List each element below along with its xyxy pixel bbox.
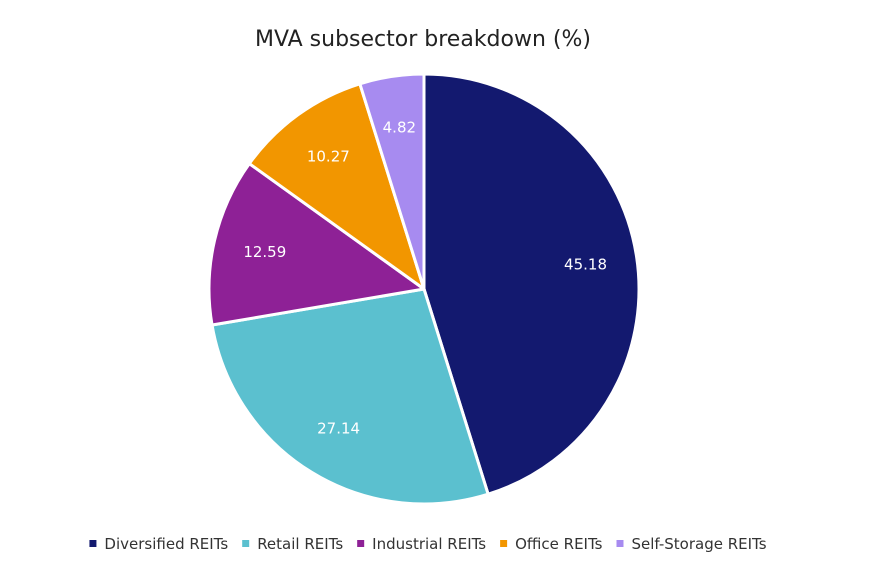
- legend-swatch-industrial-reits: [357, 540, 365, 547]
- legend-swatch-diversified-reits: [89, 540, 97, 547]
- legend-label-diversified-reits: Diversified REITs: [104, 535, 228, 553]
- data-label-self-storage-reits: 4.82: [383, 118, 416, 136]
- legend-swatch-self-storage-reits: [616, 540, 624, 547]
- legend-label-industrial-reits: Industrial REITs: [372, 535, 486, 553]
- legend-label-self-storage-reits: Self-Storage REITs: [631, 535, 766, 553]
- pie-slices: [207, 72, 641, 506]
- legend-swatch-office-reits: [500, 540, 508, 547]
- legend-item-self-storage-reits: Self-Storage REITs: [616, 535, 767, 553]
- pie-slice-diversified-reits: [422, 72, 641, 496]
- data-label-office-reits: 10.27: [307, 148, 350, 166]
- legend-item-industrial-reits: Industrial REITs: [357, 535, 486, 553]
- legend-label-retail-reits: Retail REITs: [257, 535, 343, 553]
- chart-legend: Diversified REITs Retail REITs Industrial …: [89, 535, 767, 553]
- pie-data-labels: 45.18 27.14 12.59 10.27 4.82: [243, 118, 607, 437]
- chart-title: MVA subsector breakdown (%): [255, 27, 591, 52]
- data-label-retail-reits: 27.14: [317, 419, 360, 437]
- pie-slice-self-storage-reits: [358, 72, 426, 291]
- legend-item-office-reits: Office REITs: [500, 535, 603, 553]
- pie-slice-office-reits: [247, 82, 426, 291]
- legend-item-retail-reits: Retail REITs: [242, 535, 343, 553]
- legend-label-office-reits: Office REITs: [515, 535, 603, 553]
- data-label-diversified-reits: 45.18: [564, 255, 607, 273]
- legend-swatch-retail-reits: [242, 540, 250, 547]
- pie-slice-industrial-reits: [207, 162, 426, 327]
- pie-slice-retail-reits: [210, 287, 490, 506]
- legend-item-diversified-reits: Diversified REITs: [89, 535, 228, 553]
- data-label-industrial-reits: 12.59: [243, 243, 286, 261]
